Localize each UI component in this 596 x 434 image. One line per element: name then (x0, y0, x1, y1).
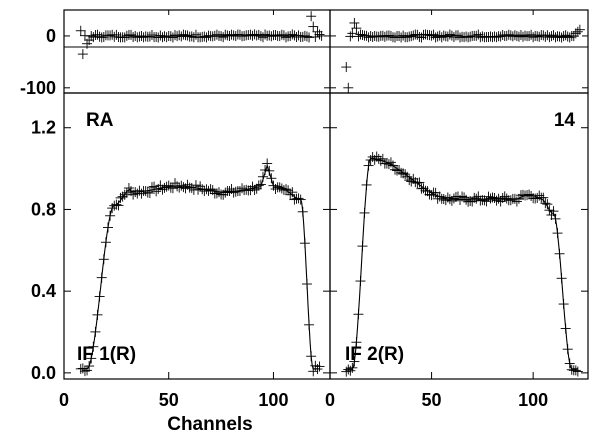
y-tick-label: 0.4 (31, 281, 56, 301)
y-tick-label: 0.8 (31, 199, 56, 219)
data-layer (75, 11, 585, 377)
x-tick-label: 0 (59, 390, 69, 410)
x-tick-label: 100 (518, 390, 548, 410)
x-tick-label: 50 (159, 390, 179, 410)
y-tick-label: 1.2 (31, 118, 56, 138)
right-phase-frame (329, 9, 589, 94)
left-amp-frame (63, 92, 331, 380)
phase-tick-label: 0 (46, 26, 56, 46)
x-axis-label: Channels (167, 414, 253, 434)
annotation-ra: RA (86, 110, 114, 131)
annotation-14: 14 (554, 110, 576, 131)
annotation-if2: IF 2(R) (345, 344, 404, 365)
left-phase-frame (63, 9, 331, 94)
annotation-if1: IF 1(R) (77, 344, 136, 365)
x-tick-label: 50 (422, 390, 442, 410)
phase-tick-label: -100 (20, 78, 56, 98)
x-tick-label: 0 (325, 390, 335, 410)
y-tick-label: 0.0 (31, 363, 56, 383)
right-amp-frame (329, 92, 589, 380)
amplitude-curve (80, 163, 320, 370)
axis-ticks: 0.0 0.4 0.8 1.2 -100 0 0 50 100 0 50 100 (20, 10, 588, 410)
x-tick-label: 100 (258, 390, 288, 410)
amplitude-curve (346, 157, 578, 370)
